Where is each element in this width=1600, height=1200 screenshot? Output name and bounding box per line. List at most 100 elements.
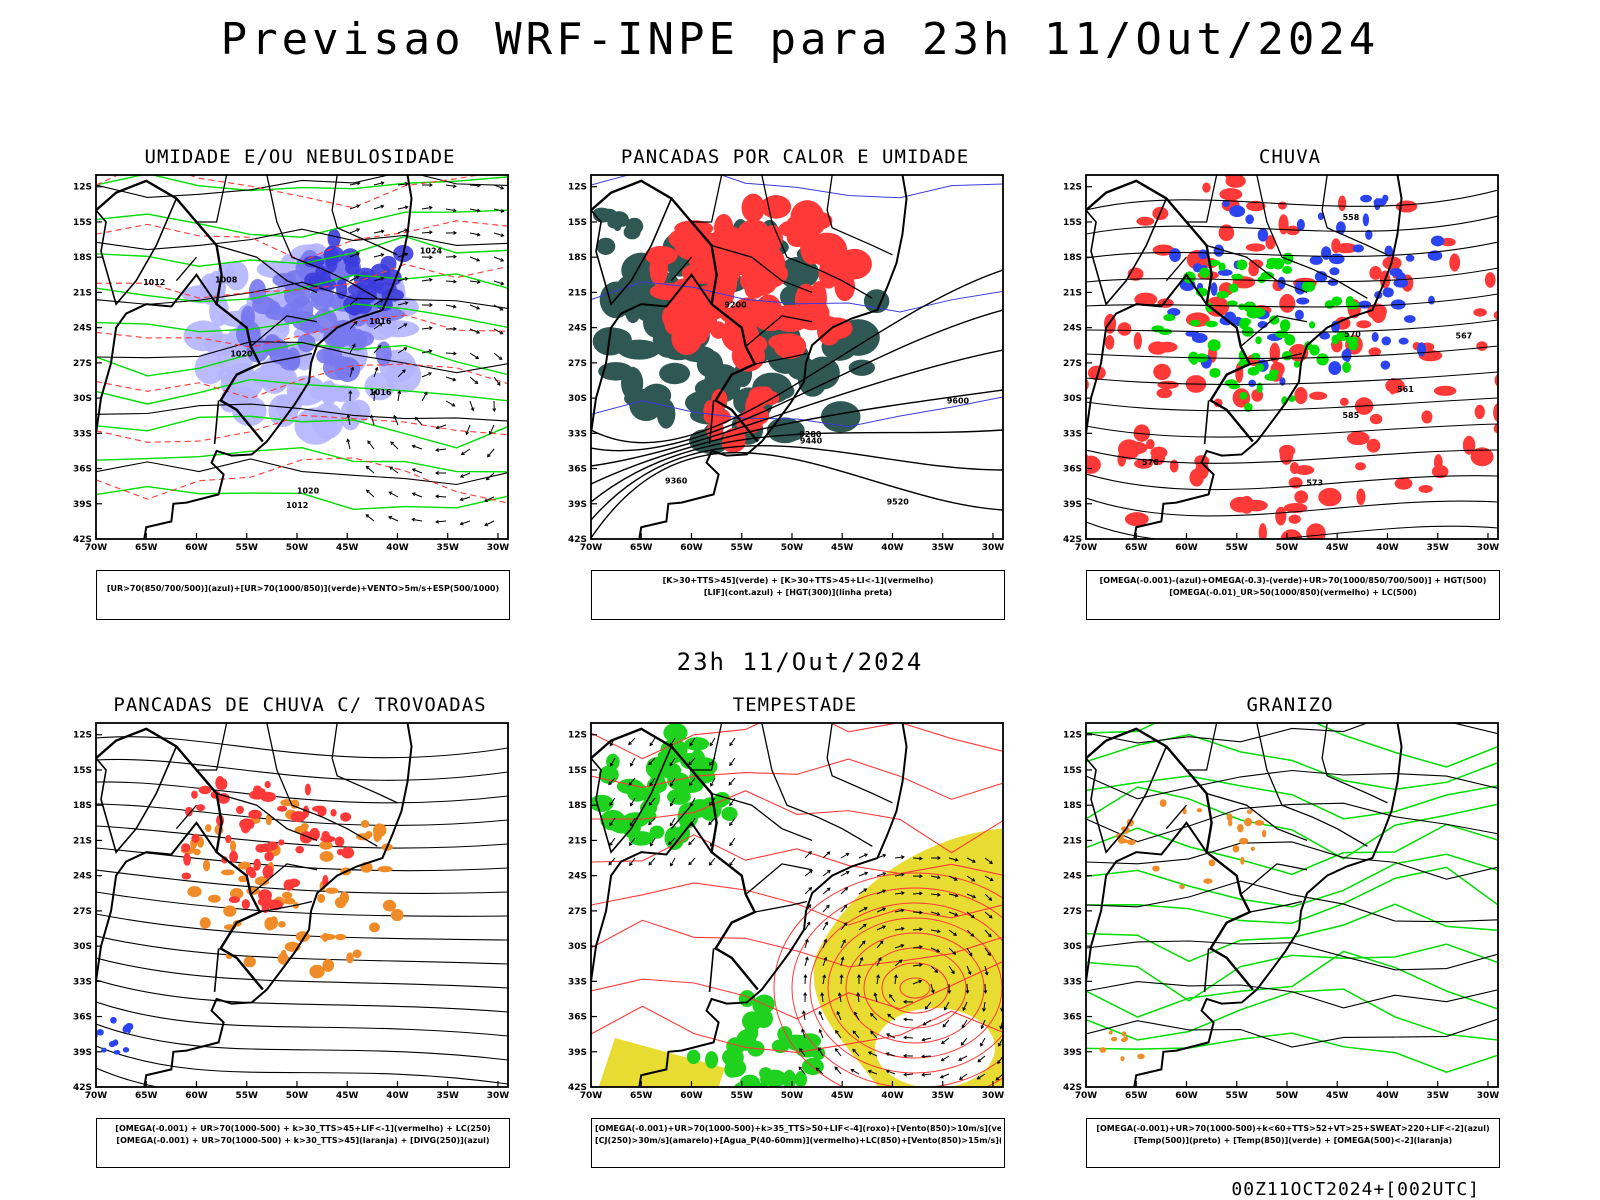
lat-tick-label: 36S bbox=[73, 1013, 92, 1023]
shaded-area bbox=[1278, 214, 1289, 235]
shaded-area bbox=[334, 836, 345, 847]
shaded-area bbox=[1476, 341, 1488, 351]
lat-tick-label: 18S bbox=[73, 253, 92, 263]
wind-vector-head bbox=[971, 859, 976, 863]
wind-vector-head bbox=[348, 390, 353, 394]
lat-tick-label: 39S bbox=[73, 1048, 92, 1058]
wind-vector-head bbox=[629, 822, 634, 827]
contour-line bbox=[591, 758, 1003, 800]
wind-vector-head bbox=[999, 1025, 1003, 1030]
wind-vector bbox=[984, 947, 991, 956]
lat-tick-label: 15S bbox=[73, 218, 92, 228]
pressure-contour bbox=[791, 887, 1003, 1087]
shaded-area bbox=[1225, 175, 1246, 188]
lat-tick-label: 30S bbox=[73, 394, 92, 404]
lon-tick-label: 55W bbox=[731, 543, 754, 553]
wind-vector-head bbox=[836, 1010, 841, 1015]
wind-vector-head bbox=[936, 929, 941, 934]
shaded-area bbox=[786, 1034, 805, 1051]
wind-vector bbox=[366, 489, 375, 498]
wind-vector bbox=[349, 204, 360, 210]
shaded-area bbox=[820, 401, 861, 433]
lon-tick-label: 40W bbox=[1376, 1091, 1399, 1101]
wind-vector-head bbox=[353, 320, 358, 325]
contour-line bbox=[1086, 775, 1498, 820]
shaded-area bbox=[689, 769, 716, 784]
shaded-area bbox=[649, 282, 689, 301]
run-id-label: 00Z11OCT2024+[002UTC] bbox=[1231, 1179, 1480, 1200]
shaded-area bbox=[1189, 468, 1204, 487]
wind-vector bbox=[948, 893, 958, 897]
wind-vector-head bbox=[987, 952, 991, 957]
wind-vector bbox=[629, 837, 636, 846]
height-contour bbox=[591, 429, 1003, 503]
legend-box: [K>30+TTS>45](verde) + [K>30+TTS>45+LI<-… bbox=[591, 570, 1005, 620]
wind-vector-head bbox=[887, 1013, 892, 1018]
wind-vector-head bbox=[435, 471, 439, 475]
shaded-area bbox=[1202, 182, 1211, 193]
shaded-area bbox=[1398, 337, 1409, 345]
map-frame bbox=[95, 722, 509, 1088]
wind-vector-head bbox=[980, 1025, 985, 1030]
lon-tick-label: 50W bbox=[1276, 1091, 1299, 1101]
wind-vector bbox=[870, 1031, 878, 1039]
contour-line bbox=[1086, 786, 1498, 860]
wind-vector bbox=[397, 183, 408, 186]
lat-tick-label: 39S bbox=[568, 1048, 587, 1058]
country-border bbox=[1086, 727, 1254, 991]
wind-vector-head bbox=[648, 761, 652, 766]
wind-vector bbox=[486, 472, 495, 481]
wind-vector bbox=[804, 957, 809, 967]
wind-vector bbox=[493, 376, 501, 386]
shaded-area bbox=[316, 348, 334, 364]
streamline bbox=[96, 1023, 508, 1061]
wind-vector bbox=[469, 256, 480, 262]
state-border bbox=[216, 792, 318, 842]
wind-vector bbox=[469, 352, 479, 360]
wind-vector-head bbox=[628, 781, 633, 786]
shaded-area bbox=[686, 1049, 701, 1065]
shaded-area bbox=[1050, 307, 1057, 324]
shaded-area bbox=[1216, 291, 1230, 299]
wind-vector bbox=[876, 975, 879, 985]
wind-vector-head bbox=[936, 912, 941, 916]
shaded-area bbox=[1087, 365, 1106, 381]
wind-vector-head bbox=[873, 992, 878, 997]
contour-label: 9360 bbox=[665, 476, 688, 485]
wind-vector bbox=[819, 1029, 824, 1039]
shaded-area bbox=[319, 933, 336, 941]
main-title: Previsao WRF-INPE para 23h 11/Out/2024 bbox=[220, 14, 1380, 65]
shaded-area bbox=[1382, 194, 1389, 202]
wind-vector bbox=[966, 965, 971, 975]
shaded-area bbox=[1484, 272, 1496, 288]
map-chuva: 585 576 573 570 567 561 558 12S 15S 18S 21S 24S 27S 3… bbox=[1050, 174, 1499, 553]
wind-vector-head bbox=[435, 519, 439, 524]
wind-vector-head bbox=[372, 390, 377, 394]
wind-vector-head bbox=[918, 945, 923, 949]
wind-vector-head bbox=[934, 969, 939, 973]
wind-vector bbox=[729, 757, 736, 766]
shaded-area bbox=[771, 1039, 790, 1054]
wind-vector bbox=[412, 468, 423, 474]
wind-vector bbox=[804, 870, 813, 877]
state-border bbox=[745, 863, 813, 895]
wind-vector-head bbox=[826, 887, 831, 892]
wind-vector-head bbox=[853, 1011, 858, 1016]
shaded-area bbox=[191, 790, 198, 799]
wind-vector-head bbox=[801, 1028, 805, 1033]
shaded-area bbox=[248, 809, 262, 819]
lat-tick-label: 33S bbox=[568, 429, 587, 439]
shaded-area bbox=[1284, 334, 1296, 346]
shaded-area bbox=[1331, 296, 1343, 306]
shaded-area bbox=[1239, 495, 1254, 514]
wind-vector bbox=[373, 322, 383, 330]
state-border bbox=[1249, 352, 1303, 365]
wind-vector bbox=[960, 1037, 968, 1046]
wind-vector bbox=[493, 352, 503, 360]
shaded-area bbox=[1121, 1031, 1127, 1037]
wind-vector-head bbox=[921, 1072, 925, 1077]
wind-vector bbox=[876, 889, 886, 895]
lat-tick-label: 12S bbox=[73, 183, 92, 193]
lon-tick-label: 50W bbox=[781, 1091, 804, 1101]
